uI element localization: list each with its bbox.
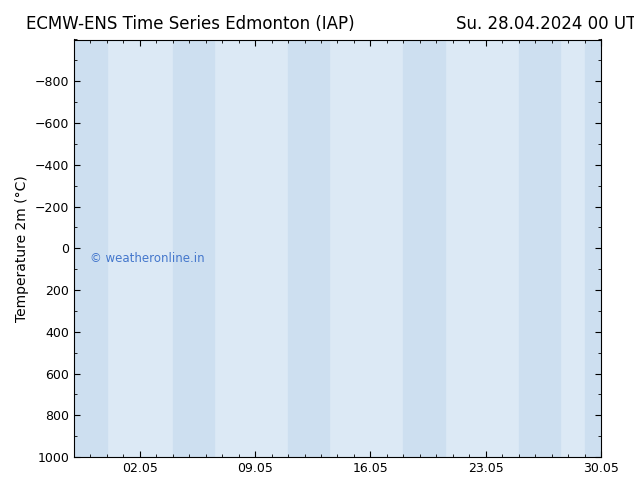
Bar	[172, 40, 214, 457]
Bar	[403, 40, 444, 457]
Text: © weatheronline.in: © weatheronline.in	[91, 252, 205, 265]
Bar	[288, 40, 329, 457]
Y-axis label: Temperature 2m (°C): Temperature 2m (°C)	[15, 175, 29, 322]
Bar	[585, 40, 601, 457]
Bar	[74, 40, 107, 457]
Bar	[519, 40, 560, 457]
Text: Su. 28.04.2024 00 UTC: Su. 28.04.2024 00 UTC	[456, 15, 634, 33]
Text: ECMW-ENS Time Series Edmonton (IAP): ECMW-ENS Time Series Edmonton (IAP)	[26, 15, 354, 33]
